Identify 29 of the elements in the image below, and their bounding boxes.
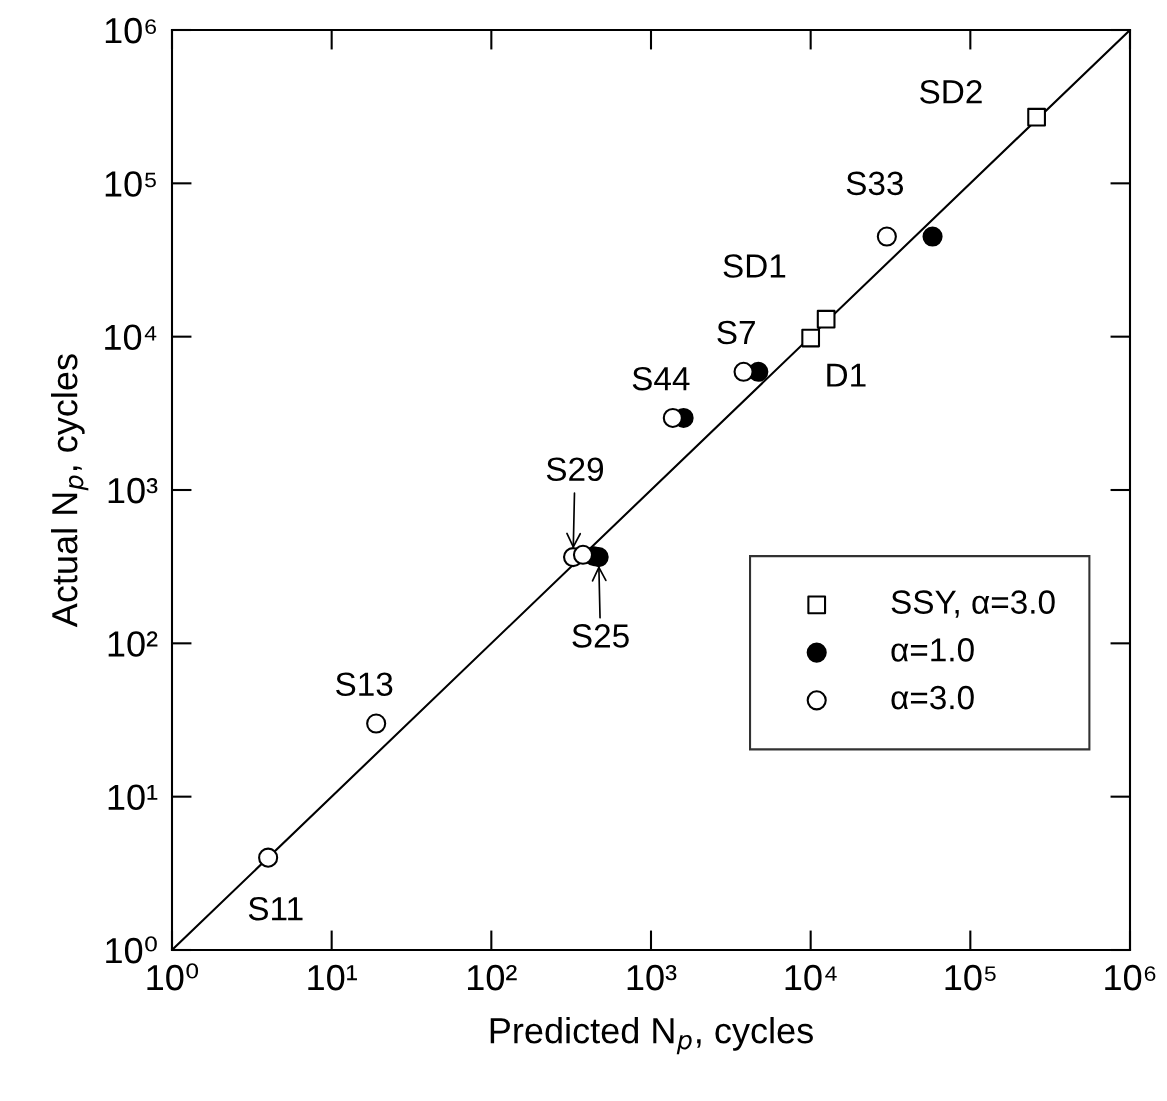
y-axis-title: Actual N$_{p}$, cycles: [50, 354, 89, 628]
annotation: S13: [336, 672, 393, 697]
legend-label: SSY, α=3.0: [891, 590, 1055, 618]
annotation: SD2: [920, 80, 982, 104]
annotation: SD1: [723, 254, 786, 278]
y-tick-label: 10⁵: [105, 171, 156, 197]
y-tick-label: 10⁰: [106, 936, 157, 964]
annotation: D1: [827, 363, 866, 387]
x-tick-label: 10⁵: [945, 964, 996, 991]
annotation: S25: [572, 624, 629, 648]
x-tick-label: 10⁰: [147, 963, 199, 991]
y-tick-label: 10¹: [108, 784, 158, 811]
annotation: S33: [846, 171, 904, 196]
y-tick-label: 10²: [108, 631, 158, 657]
legend-label: α=3.0: [891, 685, 974, 710]
x-tick-label: 10²: [467, 964, 517, 991]
x-tick-label: 10¹: [308, 964, 357, 991]
x-tick-label: 10³: [627, 964, 677, 991]
y-tick-label: 10³: [108, 477, 158, 504]
annotation: S44: [632, 366, 690, 391]
legend-label: α=1.0: [891, 638, 974, 662]
y-tick-label: 10⁴: [105, 324, 157, 351]
x-tick-label: 10⁴: [785, 964, 837, 991]
annotation: S7: [717, 320, 755, 345]
x-tick-label: 10⁶: [1105, 964, 1156, 991]
annotation: S29: [546, 457, 604, 482]
y-tick-label: 10⁶: [105, 17, 156, 44]
x-axis-title: Predicted N$_{p}$, cycles: [490, 1017, 813, 1055]
annotation: S11: [248, 896, 303, 921]
